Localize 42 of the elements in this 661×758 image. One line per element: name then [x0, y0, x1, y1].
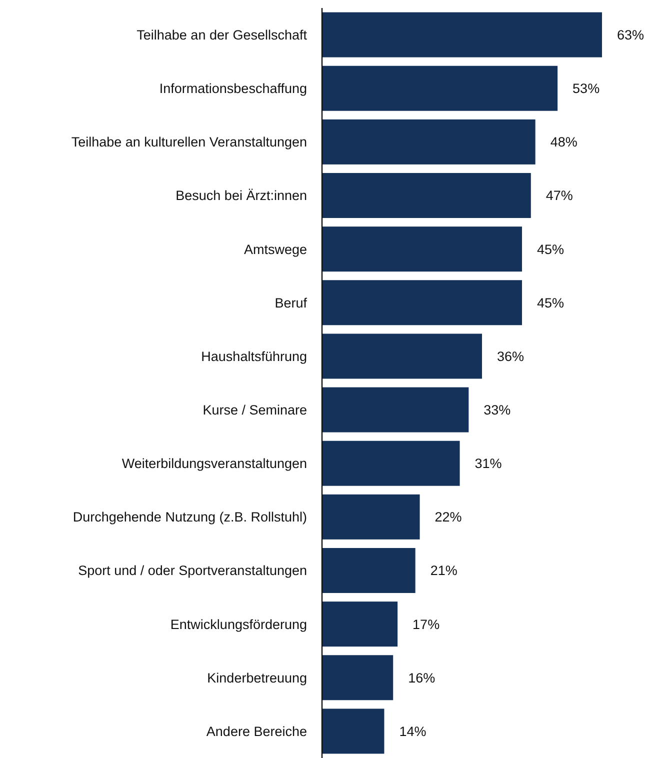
data-label: 22%: [434, 510, 462, 525]
y-tick-label: Beruf: [274, 295, 308, 310]
bar: [322, 602, 398, 647]
data-label: 17%: [412, 616, 440, 632]
y-tick-label: Besuch bei Ärzt:innen: [176, 188, 307, 204]
y-tick-label: Informationsbeschaffung: [159, 81, 307, 96]
bar: [322, 226, 522, 272]
data-label: 63%: [617, 28, 644, 43]
y-tick-label: Durchgehende Nutzung (z.B. Rollstuhl): [72, 510, 307, 525]
bar: [322, 387, 469, 432]
y-tick-label: Kinderbetreuung: [207, 670, 307, 686]
bar: [322, 548, 416, 593]
data-label: 33%: [484, 402, 511, 418]
y-tick-label: Haushaltsführung: [201, 348, 307, 364]
y-tick-label: Sport und / oder Sportveranstaltungen: [78, 563, 307, 578]
bar: [322, 708, 384, 754]
y-tick-label: Kurse / Seminare: [202, 402, 307, 418]
data-label: 14%: [399, 724, 426, 739]
data-label: 45%: [537, 295, 564, 310]
bar: [322, 12, 602, 58]
data-label: 31%: [474, 456, 502, 472]
bar: [322, 440, 460, 486]
data-label: 47%: [546, 188, 573, 204]
bar: [322, 119, 536, 164]
y-tick-label: Andere Bereiche: [206, 724, 307, 739]
y-tick-label: Entwicklungsförderung: [170, 616, 307, 632]
bar: [322, 173, 531, 218]
data-label: 16%: [408, 670, 436, 686]
bar: [322, 494, 420, 540]
y-tick-label: Teilhabe an kulturellen Veranstaltungen: [71, 134, 307, 150]
y-tick-label: Amtswege: [244, 242, 307, 257]
data-label: 36%: [497, 348, 524, 364]
bar: [322, 66, 558, 111]
bar: [322, 280, 522, 326]
y-tick-label: Weiterbildungsveranstaltungen: [122, 456, 307, 472]
data-label: 48%: [550, 134, 578, 150]
data-label: 21%: [430, 563, 458, 578]
bar: [322, 334, 482, 379]
data-label: 45%: [537, 242, 564, 257]
bar: [322, 655, 394, 700]
y-tick-label: Teilhabe an der Gesellschaft: [136, 28, 308, 43]
data-label: 53%: [572, 81, 600, 96]
